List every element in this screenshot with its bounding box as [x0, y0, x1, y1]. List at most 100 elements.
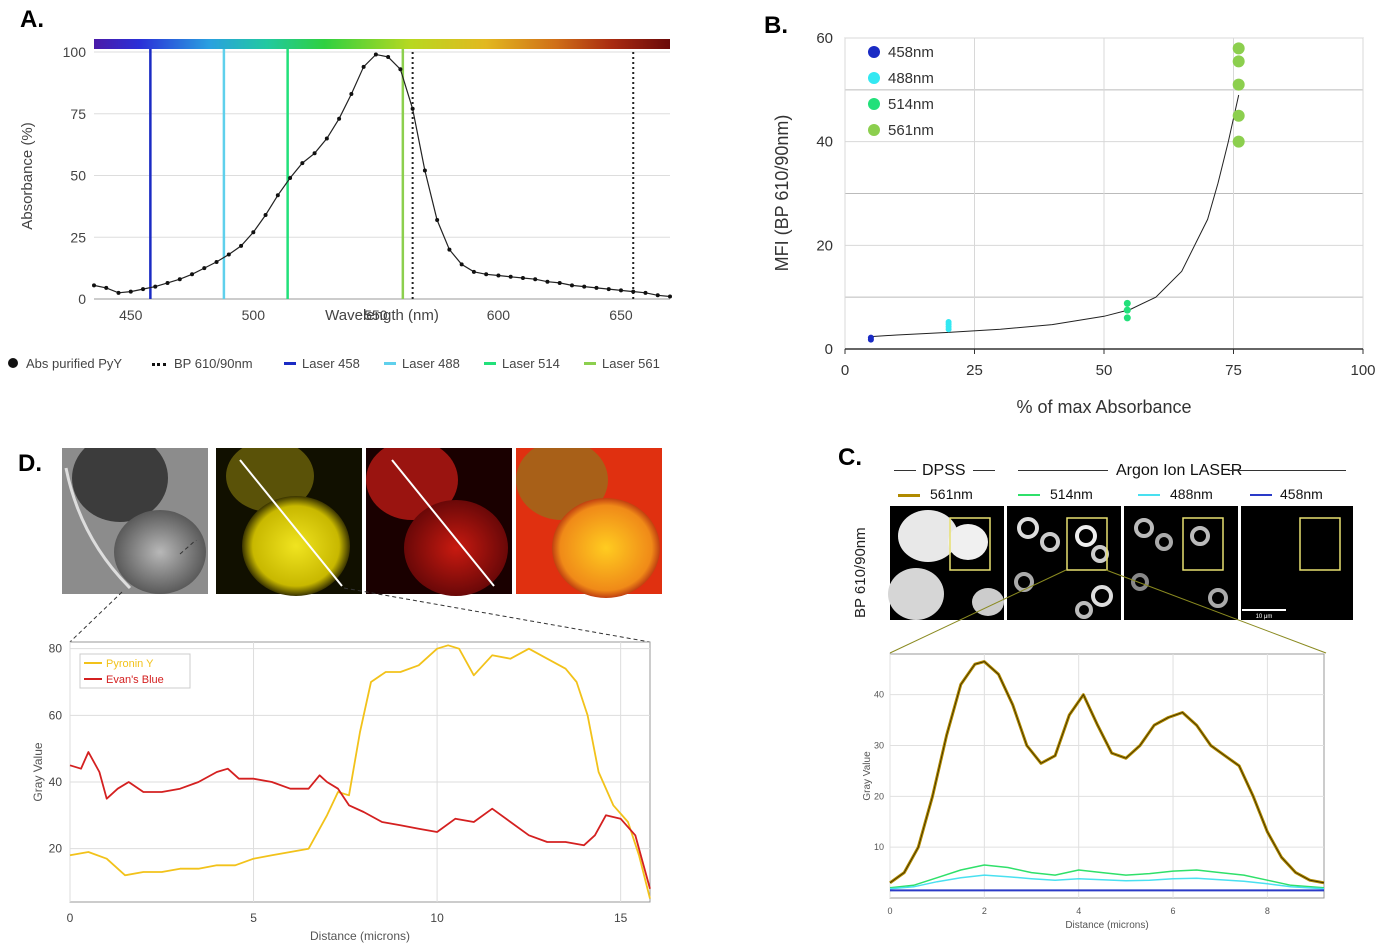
a-absorbance-point	[337, 116, 342, 121]
c-tile-488-cell3	[1190, 526, 1210, 546]
b-ytick-label: 0	[825, 341, 833, 358]
d-xtick-label: 15	[614, 911, 628, 925]
c-trace-514nm	[889, 864, 1325, 889]
c-tile-514-cell6	[1091, 585, 1113, 607]
d-bf-cell-top	[72, 448, 168, 522]
a-absorbance-point	[668, 294, 672, 299]
d-zoom-line-right	[343, 587, 651, 643]
c-xtick-label: 4	[1076, 906, 1081, 916]
legend-abs-marker	[8, 358, 18, 368]
a-absorbance-point	[190, 272, 195, 277]
c-tile-514-cell1	[1017, 517, 1039, 539]
panel-letter-c: C.	[838, 444, 862, 471]
d-xtick-label: 5	[250, 911, 257, 925]
b-xtick-label: 0	[841, 362, 849, 379]
b-legend-marker-488nm	[868, 72, 880, 84]
a-ylabel: Absorbance (%)	[19, 122, 36, 230]
a-absorbance-point	[373, 52, 378, 57]
b-xtick-label: 75	[1225, 362, 1242, 379]
legend-bp-label: BP 610/90nm	[174, 356, 253, 371]
c-legend-488: 488nm	[1138, 486, 1213, 502]
b-legend-marker-561nm	[868, 124, 880, 136]
a-xtick-label: 450	[119, 307, 143, 323]
a-absorbance-point	[435, 217, 440, 222]
d-bf-cell-main	[114, 510, 206, 594]
c-legend-458: 458nm	[1250, 486, 1323, 502]
a-absorbance-point	[508, 274, 513, 279]
a-absorbance-point	[128, 289, 133, 294]
chart-a: 0 25 50 75 100 450 500 550 600 650 Wavelength (nm…	[19, 39, 672, 324]
d-xlabel: Distance (microns)	[310, 929, 410, 943]
panel-letter-d: D.	[18, 450, 42, 477]
a-absorbance-point	[288, 175, 293, 180]
a-absorbance-point	[116, 290, 121, 295]
c-trace-561nm-core	[889, 661, 1325, 884]
c-ytick-label: 30	[874, 741, 884, 751]
b-ytick-label: 40	[816, 134, 833, 151]
a-absorbance-point	[520, 276, 525, 281]
c-legend-514-label: 514nm	[1050, 486, 1093, 502]
a-absorbance-point	[275, 193, 280, 198]
c-micrographs: 10 μm	[888, 506, 1353, 620]
a-absorbance-point	[263, 213, 268, 218]
a-xtick-label: 550	[364, 307, 388, 323]
b-point-561nm	[1232, 78, 1245, 91]
a-absorbance-point	[631, 289, 636, 294]
c-argon-line-left	[1018, 470, 1108, 471]
c-legend-514-swatch	[1018, 494, 1040, 497]
c-legend-488-label: 488nm	[1170, 486, 1213, 502]
c-legend-561-label: 561nm	[930, 486, 973, 502]
c-legend-561-swatch	[898, 493, 920, 497]
d-xtick-label: 0	[67, 911, 74, 925]
c-dpss-line-left	[894, 470, 916, 471]
a-absorbance-point	[643, 290, 648, 295]
d-trace-evans	[69, 751, 651, 889]
a-xtick-label: 650	[609, 307, 633, 323]
b-xlabel: % of max Absorbance	[1016, 397, 1191, 417]
d-xtick-label: 10	[430, 911, 444, 925]
legend-l561-label: Laser 561	[602, 356, 660, 371]
b-point-514nm	[1123, 299, 1131, 307]
c-legend-458-label: 458nm	[1280, 486, 1323, 502]
spectrum-bar	[94, 39, 670, 49]
c-xtick-label: 6	[1171, 906, 1176, 916]
a-absorbance-point	[557, 280, 562, 285]
c-legend-458-swatch	[1250, 494, 1272, 497]
a-absorbance-point	[606, 287, 611, 292]
d-ytick-label: 40	[49, 775, 63, 789]
a-xlabel: Wavelength (nm)	[325, 307, 439, 324]
d-ytick-label: 60	[49, 708, 63, 722]
d-yel-cell-top	[226, 448, 314, 512]
a-absorbance-point	[459, 262, 464, 267]
a-absorbance-point	[361, 64, 366, 69]
a-absorbance-point	[214, 259, 219, 264]
d-trace-pyronin	[69, 644, 651, 899]
a-absorbance-point	[655, 293, 660, 298]
panel-letter-a: A.	[20, 6, 44, 33]
a-ytick-label: 75	[70, 106, 86, 122]
legend-l458-marker	[284, 362, 296, 365]
a-absorbance-point	[239, 243, 244, 248]
c-tile-458-roi	[1299, 517, 1341, 571]
d-zoom-lines	[69, 540, 651, 643]
legend-l488-label: Laser 488	[402, 356, 460, 371]
c-tile-514-cell7	[1075, 601, 1093, 619]
a-absorbance-point	[165, 280, 170, 285]
b-point-561nm	[1232, 109, 1245, 122]
c-plot-frame	[889, 653, 1325, 899]
c-tile-514-cell2	[1040, 532, 1060, 552]
b-point-561nm	[1232, 135, 1245, 148]
b-xtick-label: 50	[1096, 362, 1113, 379]
chart-d: 20 40 60 80 0 5 10 15 Pyronin Y Evan's Blue Dis…	[31, 641, 651, 943]
a-absorbance-line	[93, 53, 671, 298]
b-point-514nm	[1123, 306, 1131, 314]
d-merge-cell-main	[552, 498, 660, 598]
a-absorbance-point	[177, 277, 182, 282]
a-absorbance-point	[324, 136, 329, 141]
a-absorbance-point	[141, 287, 146, 292]
d-red-profile-line	[391, 459, 495, 587]
a-absorbance-point	[410, 106, 415, 111]
a-absorbance-point	[398, 67, 403, 72]
b-legend-label-488nm: 488nm	[888, 70, 934, 87]
chart-b: 0 20 40 60 0 25 50 75 100 458nm 488nm 514nm 561nm %…	[772, 30, 1376, 417]
